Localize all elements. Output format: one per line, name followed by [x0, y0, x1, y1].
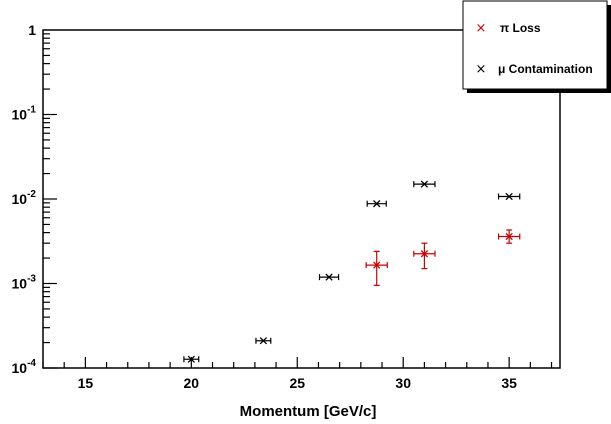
data-point [420, 250, 429, 258]
data-point [259, 337, 268, 345]
data-point [373, 261, 381, 269]
data-point [420, 180, 429, 188]
x-tick-label: 15 [78, 375, 94, 391]
x-tick-label: 30 [395, 375, 411, 391]
x-axis: 15 20 25 30 35 [42, 357, 553, 391]
y-tick-label: 10-2 [12, 189, 37, 207]
data-point [505, 192, 513, 201]
y-tick-label: 10-3 [12, 274, 37, 292]
x-tick-label: 20 [184, 375, 200, 391]
legend-marker-mu-contamination: × [476, 62, 487, 77]
x-tick-label: 25 [289, 375, 305, 391]
data-point [373, 200, 381, 208]
legend-label-mu-contamination: μ Contamination [498, 62, 593, 76]
series-pi-loss [365, 229, 521, 286]
data-marks [183, 180, 521, 363]
legend: × π Loss × μ Contamination [462, 0, 611, 93]
x-tick-label: 35 [501, 375, 517, 391]
y-tick-label: 10-1 [12, 105, 37, 123]
legend-marker-pi-loss: × [476, 21, 487, 36]
legend-box [462, 0, 608, 90]
x-axis-title: Momentum [GeV/c] [240, 403, 377, 420]
data-point [187, 355, 195, 363]
data-point [325, 273, 333, 281]
series-mu-contamination [183, 180, 521, 363]
data-point [505, 232, 513, 241]
y-tick-label: 1 [28, 22, 36, 38]
y-tick-label: 10-4 [12, 358, 37, 376]
legend-label-pi-loss: π Loss [500, 21, 541, 35]
y-axis: 10-4 10-3 10-2 10-1 1 [12, 22, 57, 376]
